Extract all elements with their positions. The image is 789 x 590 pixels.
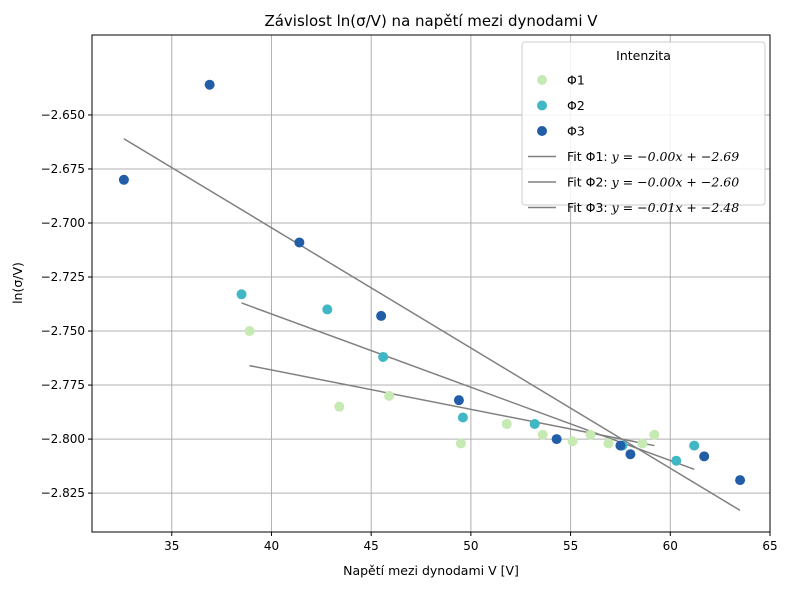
axis-ticks: 35 40 45 50 55 60 65 −2.650 −2.675 −2.700 −2.725 −2… xyxy=(41,108,778,553)
fit-line xyxy=(123,138,741,512)
y-tick-label: −2.825 xyxy=(41,486,85,500)
legend-label: Fit Φ3: y = −0.01x + −2.48 xyxy=(567,200,739,215)
data-point xyxy=(322,304,333,315)
legend-label: Φ1 xyxy=(567,73,585,88)
data-point xyxy=(649,429,660,440)
x-tick-label: 60 xyxy=(663,539,678,553)
x-tick-label: 50 xyxy=(463,539,478,553)
x-tick-label: 35 xyxy=(164,539,179,553)
legend-marker xyxy=(537,126,547,136)
data-point xyxy=(529,418,540,429)
data-point xyxy=(294,237,305,248)
data-point xyxy=(671,455,682,466)
data-point xyxy=(567,436,578,447)
data-point xyxy=(501,418,512,429)
data-point xyxy=(378,351,389,362)
data-point xyxy=(615,440,626,451)
legend-title: Intenzita xyxy=(616,48,671,63)
legend: Intenzita Φ1 Φ2 Φ3 Fit Φ1: y = −0.00x + −2.6… xyxy=(521,41,766,215)
data-point xyxy=(699,451,710,462)
legend-marker xyxy=(537,100,547,111)
chart-title: Závislost ln(σ/V) na napětí mezi dynodam… xyxy=(264,12,598,30)
data-point xyxy=(236,289,247,300)
data-point xyxy=(204,79,215,90)
legend-equation: y = −0.01x + −2.48 xyxy=(611,200,740,215)
x-tick-label: 55 xyxy=(563,539,578,553)
legend-label: Φ2 xyxy=(567,98,585,113)
data-point xyxy=(384,390,395,401)
data-point xyxy=(551,434,562,445)
grid xyxy=(92,35,771,532)
x-tick-label: 45 xyxy=(364,539,379,553)
data-point xyxy=(537,429,548,440)
legend-marker xyxy=(537,75,547,85)
x-tick-label: 65 xyxy=(762,539,777,553)
data-point xyxy=(455,438,466,449)
x-axis-label: Napětí mezi dynodami V [V] xyxy=(343,563,519,578)
y-axis-label: ln(σ/V) xyxy=(10,262,25,304)
data-point xyxy=(585,429,596,440)
data-point xyxy=(334,401,345,412)
data-point xyxy=(603,438,614,449)
data-point xyxy=(457,412,468,423)
data-point xyxy=(376,310,387,321)
x-tick-label: 40 xyxy=(264,539,279,553)
legend-box xyxy=(521,41,766,206)
data-point xyxy=(118,174,129,185)
y-tick-label: −2.750 xyxy=(41,324,85,338)
y-tick-label: −2.800 xyxy=(41,432,85,446)
y-tick-label: −2.775 xyxy=(41,378,85,392)
data-points xyxy=(118,79,746,486)
data-point xyxy=(625,449,636,460)
legend-label: Fit Φ2: y = −0.00x + −2.60 xyxy=(567,175,739,190)
y-tick-label: −2.650 xyxy=(41,108,85,122)
legend-equation: y = −0.00x + −2.69 xyxy=(611,149,740,164)
y-tick-label: −2.675 xyxy=(41,162,85,176)
data-point xyxy=(453,395,464,406)
data-point xyxy=(689,440,700,451)
plot-area-frame xyxy=(91,34,771,533)
data-point xyxy=(735,475,746,486)
legend-label: Fit Φ1: y = −0.00x + −2.69 xyxy=(567,149,739,164)
legend-equation: y = −0.00x + −2.60 xyxy=(611,175,740,190)
legend-label: Φ3 xyxy=(567,124,585,139)
data-point xyxy=(637,438,648,449)
y-tick-label: −2.725 xyxy=(41,270,85,284)
data-point xyxy=(244,326,255,337)
y-tick-label: −2.700 xyxy=(41,216,85,230)
